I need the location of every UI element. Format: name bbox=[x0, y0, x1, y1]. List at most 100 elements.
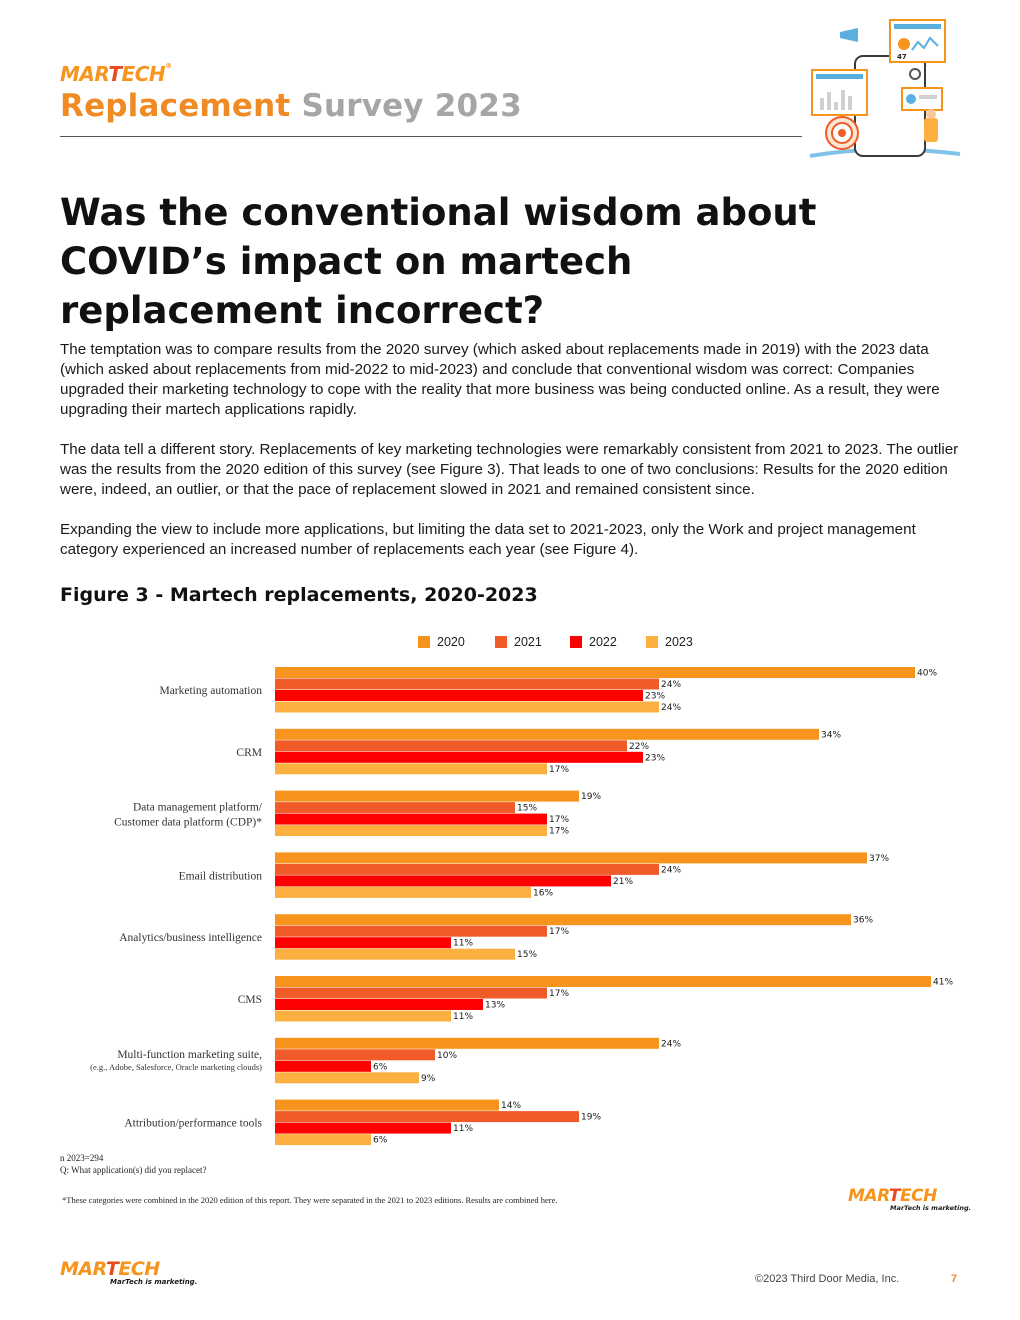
bar-crm-2023 bbox=[275, 763, 547, 775]
bar-crm-2020 bbox=[275, 728, 819, 740]
value-label-data-management-platform-2023: 17% bbox=[549, 827, 569, 837]
value-label-data-management-platform-2021: 15% bbox=[517, 804, 537, 814]
bar-cms-2020 bbox=[275, 976, 931, 987]
page-number: 7 bbox=[951, 1273, 958, 1285]
value-label-marketing-automation-2021: 24% bbox=[661, 680, 681, 690]
bar-multi-function-marketing-suite-2020 bbox=[275, 1037, 659, 1049]
value-label-cms-2022: 13% bbox=[485, 1001, 505, 1011]
bar-cms-2022 bbox=[275, 999, 483, 1010]
value-label-analytics-business-intelligence-2022: 11% bbox=[453, 939, 473, 949]
value-label-multi-function-marketing-suite-2020: 24% bbox=[661, 1039, 681, 1049]
legend-item-2022: 2022 bbox=[570, 633, 617, 651]
bar-data-management-platform-2020 bbox=[275, 790, 579, 802]
body-paragraph-1: The temptation was to compare results fr… bbox=[60, 341, 940, 418]
bar-data-management-platform-2023 bbox=[275, 825, 547, 837]
value-label-attribution-performance-tools-2021: 19% bbox=[581, 1113, 601, 1123]
value-label-multi-function-marketing-suite-2021: 10% bbox=[437, 1051, 457, 1061]
sample-size-note: n 2023=294 bbox=[60, 1153, 104, 1163]
value-label-multi-function-marketing-suite-2022: 6% bbox=[373, 1062, 388, 1072]
chart-legend: 2020 2021 2022 2023 bbox=[0, 633, 1020, 651]
value-label-analytics-business-intelligence-2023: 15% bbox=[517, 950, 537, 960]
value-label-cms-2021: 17% bbox=[549, 989, 569, 999]
bar-marketing-automation-2021 bbox=[275, 678, 659, 690]
value-label-data-management-platform-2020: 19% bbox=[581, 792, 601, 802]
martech-logo: MARTECH® bbox=[60, 62, 172, 86]
footer-tagline: MarTech is marketing. bbox=[110, 1278, 198, 1286]
bar-multi-function-marketing-suite-2021 bbox=[275, 1049, 435, 1061]
martech-illustration: 47 bbox=[809, 19, 961, 158]
bar-marketing-automation-2020 bbox=[275, 667, 915, 678]
bar-attribution-performance-tools-2023 bbox=[275, 1134, 371, 1146]
value-label-marketing-automation-2020: 40% bbox=[917, 669, 937, 679]
legend-item-2021: 2021 bbox=[495, 633, 542, 651]
bar-cms-2023 bbox=[275, 1010, 451, 1022]
category-label-data-management-platform: Data management platform/ bbox=[133, 802, 263, 814]
value-label-multi-function-marketing-suite-2023: 9% bbox=[421, 1074, 436, 1084]
figure-title: Figure 3 - Martech replacements, 2020-20… bbox=[60, 584, 538, 606]
copyright: ©2023 Third Door Media, Inc. bbox=[755, 1273, 900, 1285]
bar-crm-2021 bbox=[275, 740, 627, 752]
value-label-data-management-platform-2022: 17% bbox=[549, 815, 569, 825]
bar-multi-function-marketing-suite-2022 bbox=[275, 1060, 371, 1072]
value-label-crm-2020: 34% bbox=[821, 730, 841, 740]
value-label-email-distribution-2020: 37% bbox=[869, 854, 889, 864]
value-label-crm-2022: 23% bbox=[645, 753, 665, 763]
bar-email-distribution-2023 bbox=[275, 886, 531, 898]
bar-email-distribution-2020 bbox=[275, 852, 867, 864]
legend-swatch-2021 bbox=[495, 636, 507, 648]
value-label-crm-2023: 17% bbox=[549, 765, 569, 775]
body-paragraph-3: Expanding the view to include more appli… bbox=[60, 521, 916, 558]
value-label-email-distribution-2022: 21% bbox=[613, 877, 633, 887]
bar-email-distribution-2021 bbox=[275, 863, 659, 875]
value-label-marketing-automation-2023: 24% bbox=[661, 703, 681, 713]
martech-logo-small: MARTECH bbox=[848, 1186, 937, 1206]
article-headline: Was the conventional wisdom about COVID’… bbox=[60, 191, 817, 332]
replacements-bar-chart: Marketing automation40%24%23%24%CRM34%22… bbox=[90, 667, 953, 1146]
bar-crm-2022 bbox=[275, 751, 643, 763]
bar-analytics-business-intelligence-2023 bbox=[275, 948, 515, 960]
bar-email-distribution-2022 bbox=[275, 875, 611, 887]
bar-attribution-performance-tools-2021 bbox=[275, 1111, 579, 1123]
category-label-email-distribution: Email distribution bbox=[179, 870, 263, 882]
value-label-attribution-performance-tools-2020: 14% bbox=[501, 1101, 521, 1111]
legend-swatch-2020 bbox=[418, 636, 430, 648]
value-label-attribution-performance-tools-2022: 11% bbox=[453, 1124, 473, 1134]
value-label-cms-2020: 41% bbox=[933, 978, 953, 988]
category-label-analytics-business-intelligence: Analytics/business intelligence bbox=[119, 932, 262, 944]
legend-swatch-2023 bbox=[646, 636, 658, 648]
legend-item-2023: 2023 bbox=[646, 633, 693, 651]
value-label-attribution-performance-tools-2023: 6% bbox=[373, 1136, 388, 1146]
bar-marketing-automation-2022 bbox=[275, 690, 643, 701]
bar-analytics-business-intelligence-2022 bbox=[275, 937, 451, 949]
header-divider bbox=[60, 136, 802, 137]
category-label-multi-function-marketing-suite: Multi-function marketing suite, bbox=[117, 1049, 262, 1061]
bar-analytics-business-intelligence-2020 bbox=[275, 914, 851, 926]
martech-tagline-small: MarTech is marketing. bbox=[890, 1204, 972, 1212]
category-label-cms: CMS bbox=[238, 994, 262, 1006]
category-label-crm: CRM bbox=[236, 747, 262, 759]
value-label-marketing-automation-2022: 23% bbox=[645, 692, 665, 702]
value-label-cms-2023: 11% bbox=[453, 1012, 473, 1022]
value-label-crm-2021: 22% bbox=[629, 742, 649, 752]
question-note: Q: What application(s) did you replacet? bbox=[60, 1165, 207, 1175]
body-paragraph-2: The data tell a different story. Replace… bbox=[60, 441, 959, 498]
bar-cms-2021 bbox=[275, 987, 547, 999]
footnote: *These categories were combined in the 2… bbox=[62, 1195, 558, 1205]
bar-data-management-platform-2022 bbox=[275, 813, 547, 825]
category-label-data-management-platform-line2: Customer data platform (CDP)* bbox=[114, 817, 262, 829]
bar-attribution-performance-tools-2022 bbox=[275, 1122, 451, 1134]
value-label-email-distribution-2021: 24% bbox=[661, 865, 681, 875]
bar-marketing-automation-2023 bbox=[275, 701, 659, 713]
illustration-counter: 47 bbox=[897, 53, 907, 61]
bar-analytics-business-intelligence-2021 bbox=[275, 925, 547, 937]
footer-martech-logo: MARTECH bbox=[60, 1258, 160, 1280]
category-label-attribution-performance-tools: Attribution/performance tools bbox=[124, 1118, 262, 1130]
report-title: Replacement Survey 2023 bbox=[60, 88, 522, 124]
legend-item-2020: 2020 bbox=[418, 633, 465, 651]
value-label-analytics-business-intelligence-2020: 36% bbox=[853, 916, 873, 926]
bar-data-management-platform-2021 bbox=[275, 802, 515, 814]
legend-swatch-2022 bbox=[570, 636, 582, 648]
category-label-marketing-automation: Marketing automation bbox=[159, 685, 262, 697]
value-label-email-distribution-2023: 16% bbox=[533, 888, 553, 898]
category-sublabel-multi-function-marketing-suite: (e.g., Adobe, Salesforce, Oracle marketi… bbox=[90, 1062, 262, 1072]
